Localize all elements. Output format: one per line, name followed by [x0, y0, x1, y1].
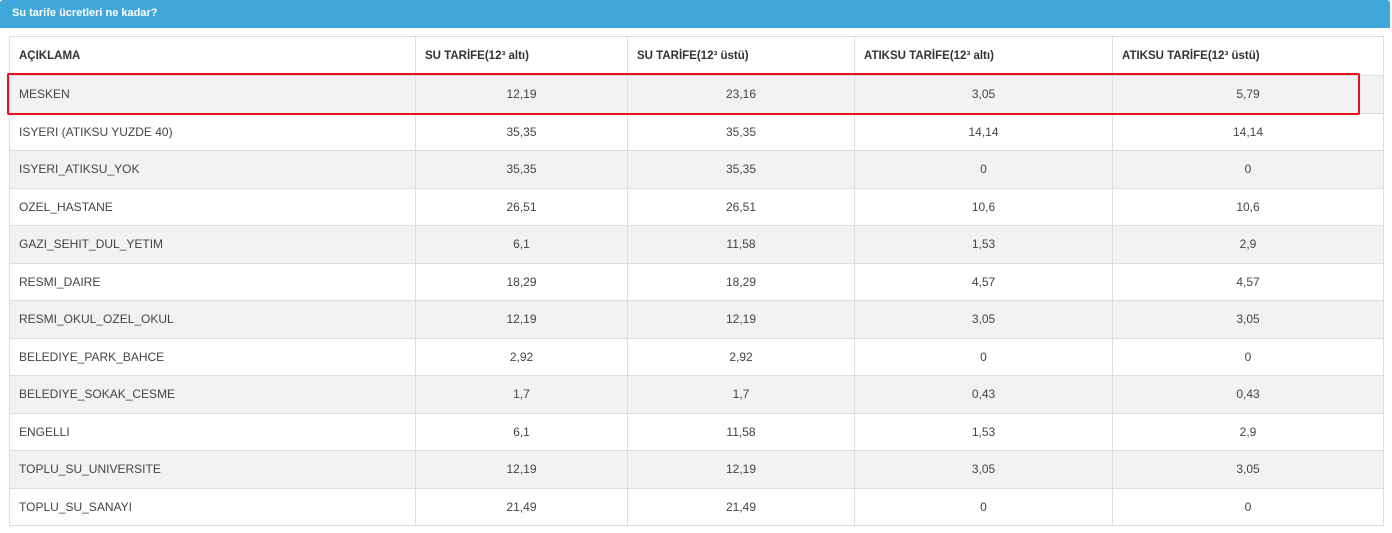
row-label: TOPLU_SU_UNIVERSITE: [9, 450, 416, 489]
cell: 35,35: [415, 150, 628, 189]
panel-title: Su tarife ücretleri ne kadar?: [12, 7, 158, 19]
cell: 3,05: [1112, 450, 1384, 489]
cell: 3,05: [854, 75, 1113, 114]
row-label: GAZI_SEHIT_DUL_YETIM: [9, 225, 416, 264]
cell: 1,7: [415, 375, 628, 414]
table-row: GAZI_SEHIT_DUL_YETIM 6,1 11,58 1,53 2,9: [9, 225, 1384, 264]
tariff-table: AÇIKLAMA SU TARİFE(12³ altı) SU TARİFE(12³…: [9, 36, 1384, 526]
row-label: OZEL_HASTANE: [9, 187, 416, 226]
cell: 4,57: [854, 262, 1113, 301]
cell: 1,53: [854, 412, 1113, 451]
table-head: AÇIKLAMA SU TARİFE(12³ altı) SU TARİFE(12³…: [9, 36, 1384, 76]
cell: 26,51: [627, 187, 855, 226]
cell: 3,05: [1112, 300, 1384, 339]
cell: 1,53: [854, 225, 1113, 264]
cell: 12,19: [415, 300, 628, 339]
row-label: ISYERI (ATIKSU YUZDE 40): [9, 112, 416, 151]
row-label: RESMI_DAIRE: [9, 262, 416, 301]
cell: 0,43: [854, 375, 1113, 414]
cell: 21,49: [415, 487, 628, 526]
column-header: SU TARİFE(12³ altı): [415, 36, 628, 76]
cell: 12,19: [627, 450, 855, 489]
cell: 0: [1112, 487, 1384, 526]
cell: 18,29: [627, 262, 855, 301]
table-row: RESMI_DAIRE 18,29 18,29 4,57 4,57: [9, 262, 1384, 301]
cell: 18,29: [415, 262, 628, 301]
table-row: ISYERI_ATIKSU_YOK 35,35 35,35 0 0: [9, 150, 1384, 189]
table-row: TOPLU_SU_UNIVERSITE 12,19 12,19 3,05 3,05: [9, 450, 1384, 489]
cell: 0: [854, 150, 1113, 189]
table-row: ISYERI (ATIKSU YUZDE 40) 35,35 35,35 14,14 1…: [9, 112, 1384, 151]
table-row: RESMI_OKUL_OZEL_OKUL 12,19 12,19 3,05 3,05: [9, 300, 1384, 339]
cell: 35,35: [415, 112, 628, 151]
cell: 3,05: [854, 300, 1113, 339]
table-row: BELEDIYE_SOKAK_CESME 1,7 1,7 0,43 0,43: [9, 375, 1384, 414]
table-body: MESKEN 12,19 23,16 3,05 5,79 ISYERI (ATIKSU Y…: [9, 75, 1384, 526]
cell: 14,14: [854, 112, 1113, 151]
cell: 23,16: [627, 75, 855, 114]
cell: 12,19: [415, 450, 628, 489]
cell: 2,92: [415, 337, 628, 376]
cell: 6,1: [415, 225, 628, 264]
cell: 11,58: [627, 225, 855, 264]
row-label: RESMI_OKUL_OZEL_OKUL: [9, 300, 416, 339]
cell: 12,19: [415, 75, 628, 114]
cell: 12,19: [627, 300, 855, 339]
cell: 21,49: [627, 487, 855, 526]
header-row: AÇIKLAMA SU TARİFE(12³ altı) SU TARİFE(12³…: [9, 36, 1384, 76]
column-header: ATIKSU TARİFE(12³ üstü): [1112, 36, 1384, 76]
cell: 35,35: [627, 150, 855, 189]
cell: 2,92: [627, 337, 855, 376]
table-row: BELEDIYE_PARK_BAHCE 2,92 2,92 0 0: [9, 337, 1384, 376]
column-header: AÇIKLAMA: [9, 36, 416, 76]
cell: 1,7: [627, 375, 855, 414]
cell: 0,43: [1112, 375, 1384, 414]
row-label: ENGELLI: [9, 412, 416, 451]
row-label: MESKEN: [9, 75, 416, 114]
cell: 11,58: [627, 412, 855, 451]
row-label: BELEDIYE_PARK_BAHCE: [9, 337, 416, 376]
row-label: TOPLU_SU_SANAYI: [9, 487, 416, 526]
panel-header: Su tarife ücretleri ne kadar?: [0, 0, 1390, 28]
column-header: SU TARİFE(12³ üstü): [627, 36, 855, 76]
cell: 10,6: [854, 187, 1113, 226]
table-row: MESKEN 12,19 23,16 3,05 5,79: [9, 75, 1384, 114]
row-label: ISYERI_ATIKSU_YOK: [9, 150, 416, 189]
table-row: ENGELLI 6,1 11,58 1,53 2,9: [9, 412, 1384, 451]
cell: 10,6: [1112, 187, 1384, 226]
table-row: OZEL_HASTANE 26,51 26,51 10,6 10,6: [9, 187, 1384, 226]
table-wrap: AÇIKLAMA SU TARİFE(12³ altı) SU TARİFE(12³…: [9, 36, 1384, 526]
cell: 3,05: [854, 450, 1113, 489]
column-header: ATIKSU TARİFE(12³ altı): [854, 36, 1113, 76]
cell: 0: [1112, 337, 1384, 376]
cell: 5,79: [1112, 75, 1384, 114]
cell: 6,1: [415, 412, 628, 451]
cell: 4,57: [1112, 262, 1384, 301]
cell: 2,9: [1112, 412, 1384, 451]
table-row: TOPLU_SU_SANAYI 21,49 21,49 0 0: [9, 487, 1384, 526]
cell: 0: [854, 487, 1113, 526]
cell: 2,9: [1112, 225, 1384, 264]
row-label: BELEDIYE_SOKAK_CESME: [9, 375, 416, 414]
cell: 0: [854, 337, 1113, 376]
cell: 0: [1112, 150, 1384, 189]
cell: 35,35: [627, 112, 855, 151]
cell: 14,14: [1112, 112, 1384, 151]
cell: 26,51: [415, 187, 628, 226]
